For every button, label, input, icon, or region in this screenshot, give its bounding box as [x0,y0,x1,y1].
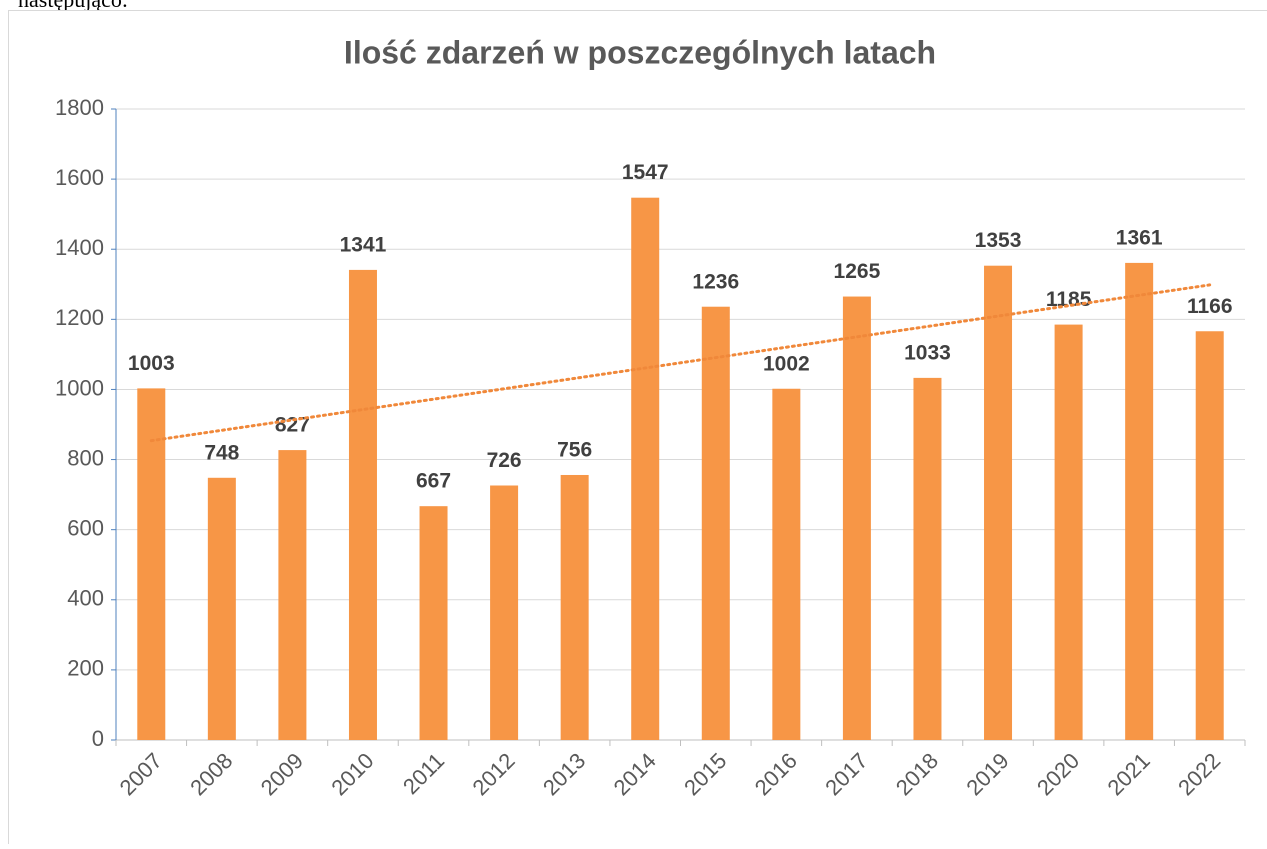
bar [561,475,589,740]
y-tick-label: 1400 [55,235,104,260]
data-label: 1236 [692,270,739,293]
bar [772,389,800,740]
bar [1196,331,1224,740]
bar [208,478,236,740]
data-label: 1341 [340,233,387,256]
chart-title: Ilość zdarzeń w poszczególnych latach [344,34,936,70]
bar [913,378,941,740]
data-label: 1003 [128,352,175,375]
data-label: 726 [487,449,522,472]
y-tick-label: 600 [67,515,104,540]
data-label: 1547 [622,161,669,184]
data-label: 748 [204,441,239,464]
bar [1125,263,1153,740]
bar [278,450,306,740]
data-label: 1033 [904,341,951,364]
data-label: 1353 [975,229,1022,252]
y-tick-label: 1600 [55,165,104,190]
y-tick-label: 200 [67,656,104,681]
bar [1055,325,1083,740]
data-label: 1361 [1116,226,1163,249]
y-tick-label: 1200 [55,305,104,330]
data-label: 1166 [1187,295,1233,318]
y-tick-label: 800 [67,445,104,470]
bar [843,297,871,740]
bar [349,270,377,740]
data-label: 1002 [763,352,810,375]
y-tick-label: 1800 [55,95,104,120]
y-tick-label: 400 [67,586,104,611]
bar [702,307,730,740]
data-label: 756 [557,439,592,462]
bar [420,506,448,740]
y-tick-label: 1000 [55,375,104,400]
y-tick-label: 0 [92,726,104,751]
bar [490,485,518,740]
data-label: 1265 [834,260,881,283]
data-label: 667 [416,470,451,493]
bar [984,266,1012,740]
bar [631,198,659,740]
